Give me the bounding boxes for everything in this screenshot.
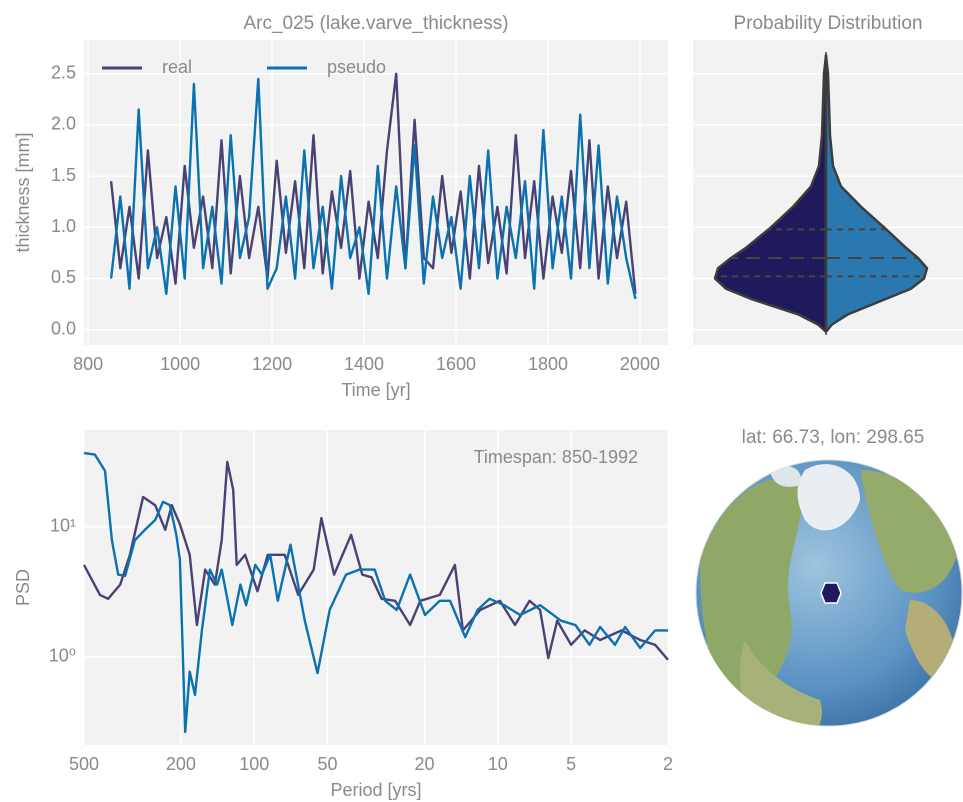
x-tick-label: 1600: [436, 354, 476, 374]
y-axis-label: PSD: [13, 569, 33, 606]
x-tick-label: 100: [239, 754, 269, 774]
x-tick-label: 1400: [344, 354, 384, 374]
site-marker: [821, 583, 841, 603]
map-panel: lat: 66.73, lon: 298.65: [696, 427, 962, 746]
legend-label: real: [162, 57, 192, 77]
x-axis-label: Period [yrs]: [330, 780, 421, 800]
x-tick-label: 50: [318, 754, 338, 774]
y-axis-label: thickness [mm]: [13, 132, 33, 252]
x-axis-label: Time [yr]: [341, 380, 410, 400]
y-tick-label: 10⁰: [49, 646, 76, 666]
chart-title: Probability Distribution: [733, 13, 922, 34]
x-tick-label: 800: [73, 354, 103, 374]
x-tick-label: 2: [663, 754, 673, 774]
map-title: lat: 66.73, lon: 298.65: [742, 427, 925, 448]
x-tick-label: 10: [488, 754, 508, 774]
figure: 800 1000 1200 1400 1600 1800 2000 0.0 0.5 1.0 1.5 2…: [0, 0, 963, 802]
y-tick-label: 2.5: [51, 63, 76, 83]
x-tick-label: 20: [414, 754, 434, 774]
y-tick-label: 10¹: [50, 516, 76, 536]
y-tick-label: 1.0: [51, 216, 76, 236]
x-tick-label: 1800: [528, 354, 568, 374]
y-tick-label: 0.5: [51, 267, 76, 287]
x-tick-label: 2000: [620, 354, 660, 374]
x-tick-label: 1000: [160, 354, 200, 374]
x-tick-label: 5: [566, 754, 576, 774]
x-tick-label: 1200: [252, 354, 292, 374]
legend-label: pseudo: [327, 57, 386, 77]
x-tick-label: 500: [69, 754, 99, 774]
page: 800 1000 1200 1400 1600 1800 2000 0.0 0.5 1.0 1.5 2…: [0, 0, 963, 802]
x-tick-label: 200: [166, 754, 196, 774]
y-tick-label: 1.5: [51, 165, 76, 185]
annotation: Timespan: 850-1992: [474, 447, 638, 467]
chart-title: Arc_025 (lake.varve_thickness): [243, 13, 508, 34]
y-tick-label: 2.0: [51, 114, 76, 134]
y-tick-label: 0.0: [51, 318, 76, 338]
